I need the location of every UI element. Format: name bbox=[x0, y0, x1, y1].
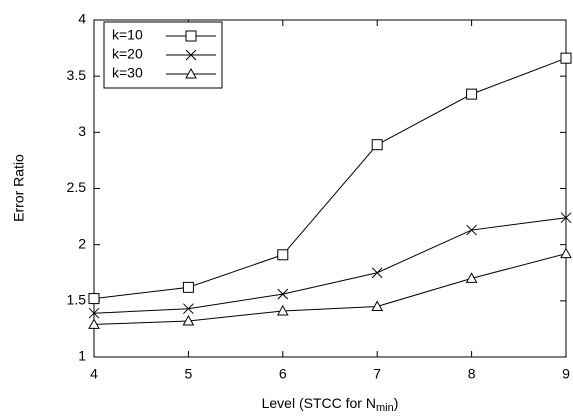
page: Error Ratio Level (STCC for Nmin) 1 1.5 2 2… bbox=[0, 0, 573, 419]
legend-label: k=30 bbox=[112, 65, 143, 81]
legend-label: k=10 bbox=[112, 27, 143, 43]
y-tick-label: 2.5 bbox=[67, 179, 87, 195]
y-axis-label: Error Ratio bbox=[11, 154, 27, 222]
x-tick-label: 9 bbox=[562, 366, 570, 382]
chart: Error Ratio Level (STCC for Nmin) 1 1.5 2 2… bbox=[0, 0, 573, 419]
y-tick-label: 3.5 bbox=[67, 67, 87, 83]
y-tick-label: 1.5 bbox=[67, 292, 87, 308]
x-label-tail: ) bbox=[394, 395, 399, 411]
x-label-sub: min bbox=[376, 402, 394, 414]
x-label-main: Level (STCC for N bbox=[262, 395, 376, 411]
x-tick-label: 4 bbox=[90, 366, 98, 382]
marker bbox=[372, 140, 382, 150]
marker bbox=[561, 249, 571, 258]
x-tick-label: 6 bbox=[279, 366, 287, 382]
x-axis-label: Level (STCC for Nmin) bbox=[262, 395, 399, 414]
series-line bbox=[94, 58, 566, 298]
marker bbox=[89, 294, 99, 304]
series-line bbox=[94, 218, 566, 313]
y-tick-label: 1 bbox=[78, 348, 86, 364]
y-tick-label: 3 bbox=[78, 123, 86, 139]
legend-label: k=20 bbox=[112, 46, 143, 62]
y-tick-label: 4 bbox=[78, 11, 86, 27]
x-tick-label: 8 bbox=[468, 366, 476, 382]
series-line bbox=[94, 254, 566, 325]
marker bbox=[467, 89, 477, 99]
marker bbox=[278, 250, 288, 260]
x-tick-label: 5 bbox=[185, 366, 193, 382]
legend-marker bbox=[186, 31, 196, 41]
marker bbox=[183, 282, 193, 292]
marker bbox=[372, 268, 382, 278]
marker bbox=[278, 289, 288, 299]
y-tick-label: 2 bbox=[78, 235, 86, 251]
x-tick-label: 7 bbox=[373, 366, 381, 382]
marker bbox=[561, 53, 571, 63]
marker bbox=[372, 301, 382, 310]
legend: k=10 k=20 k=30 bbox=[104, 22, 222, 88]
